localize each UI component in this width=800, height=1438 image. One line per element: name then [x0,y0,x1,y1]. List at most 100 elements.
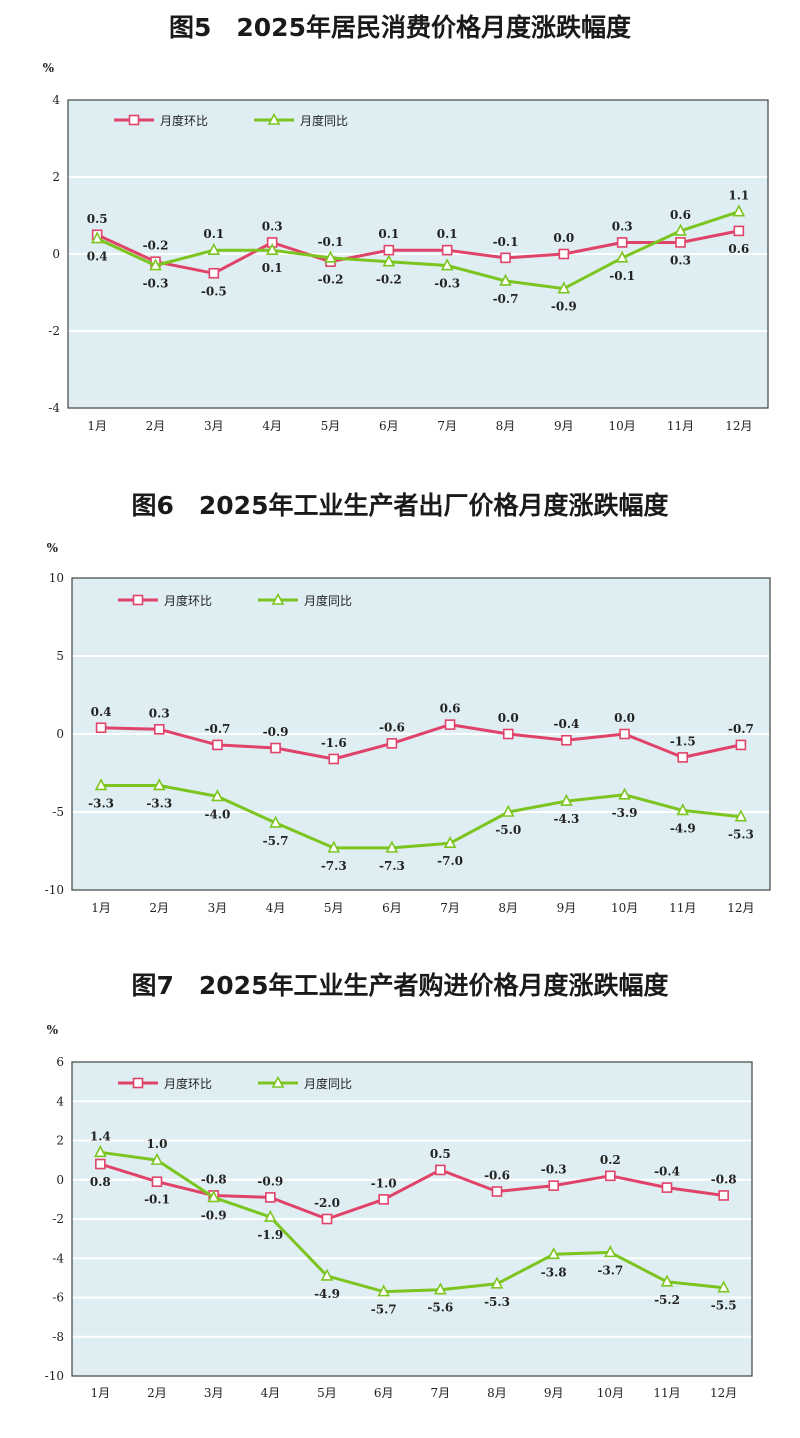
data-point-triangle [557,281,571,294]
data-point-triangle [443,835,457,849]
data-label: -0.2 [376,273,402,287]
data-point-square [212,739,223,751]
legend-marker-square [128,114,140,126]
plot-frame [67,99,769,409]
data-label: -7.3 [321,859,347,873]
legend-marker-square [132,1077,144,1089]
data-point-triangle [382,254,396,267]
x-tick-label: 10月 [611,901,638,915]
data-point-triangle [90,231,104,244]
data-label: 0.1 [262,261,283,275]
data-label: -0.4 [553,717,579,731]
series-line-1 [96,210,740,291]
x-tick-label: 8月 [496,419,516,433]
x-tick-label: 4月 [261,1386,281,1400]
data-point-square [605,1170,616,1182]
data-label: -5.2 [654,1293,680,1307]
data-label: 0.2 [600,1153,621,1167]
data-label: -1.6 [321,736,347,750]
data-point-square [733,225,745,237]
data-label: -0.1 [144,1193,170,1207]
data-point-square [661,1182,673,1193]
y-tick-label: -5 [52,805,64,819]
data-point-square [619,728,630,740]
data-point-triangle [732,204,746,217]
data-label: -0.9 [551,300,577,314]
y-tick-label: -4 [48,401,60,415]
data-point-triangle [618,787,631,800]
data-point-square [265,1192,276,1203]
data-label: -0.9 [201,1208,227,1222]
data-label: 0.6 [440,702,461,716]
data-label: -0.8 [201,1172,227,1186]
data-label: -0.8 [711,1172,737,1186]
data-point-square [558,248,570,260]
data-point-triangle [377,1284,390,1297]
data-label: 0.6 [670,208,691,222]
data-label: -0.1 [493,235,519,249]
y-tick-label: -10 [45,883,64,897]
data-label: -1.0 [371,1176,397,1190]
y-tick-label: -2 [52,1212,64,1226]
data-point-square [500,252,511,264]
x-tick-label: 11月 [653,1386,680,1400]
data-point-square [378,1194,389,1205]
x-tick-label: 1月 [87,419,107,433]
data-label: -5.7 [371,1303,397,1317]
y-tick-label: 10 [49,571,64,585]
data-point-triangle [94,1145,107,1158]
legend-label: 月度环比 [164,593,212,608]
x-tick-label: 5月 [317,1386,337,1400]
y-tick-label: 6 [56,1055,64,1069]
data-point-square [548,1180,559,1191]
data-point-square [386,738,398,749]
x-tick-label: 6月 [379,419,399,433]
x-tick-label: 1月 [91,901,111,915]
data-point-triangle [264,1209,277,1222]
data-point-square [718,1190,729,1201]
data-label: 0.3 [670,253,691,267]
data-point-square [502,728,514,740]
data-point-triangle [440,258,454,271]
x-tick-label: 3月 [204,1386,224,1400]
data-point-triangle [149,258,162,271]
data-point-triangle [734,809,748,822]
x-tick-label: 8月 [487,1386,507,1400]
data-label: -0.7 [728,722,754,736]
data-label: -0.9 [257,1174,283,1188]
legend-marker-triangle [267,112,281,125]
x-tick-label: 7月 [440,901,460,915]
data-label: -3.7 [597,1263,623,1277]
y-tick-label: 5 [56,649,64,663]
x-tick-label: 9月 [544,1386,564,1400]
data-point-square [444,719,456,730]
data-label: -0.2 [143,239,169,253]
data-point-triangle [207,242,221,255]
data-point-square [151,1176,163,1188]
y-axis-unit: % [47,1023,59,1037]
x-tick-label: 2月 [146,419,166,433]
data-label: 1.0 [147,1137,168,1151]
y-tick-label: 2 [56,1134,64,1148]
data-point-square [328,753,340,765]
data-label: -4.9 [314,1287,340,1301]
x-tick-label: 12月 [710,1386,737,1400]
data-label: -5.0 [495,823,521,837]
x-tick-label: 7月 [431,1386,451,1400]
x-tick-label: 2月 [149,901,169,915]
x-tick-label: 4月 [266,901,286,915]
data-label: -0.1 [318,235,344,249]
data-point-triangle [674,223,687,236]
data-label: -0.3 [434,277,460,291]
series-line-0 [101,723,742,761]
y-tick-label: -8 [52,1330,64,1344]
data-label: -3.8 [541,1265,567,1279]
y-tick-label: 4 [56,1094,64,1108]
data-point-triangle [660,1274,674,1287]
data-point-triangle [547,1247,560,1260]
data-point-square [441,244,453,256]
data-label: -4.9 [670,821,696,835]
data-label: -0.7 [493,292,519,306]
data-point-square [561,734,572,746]
